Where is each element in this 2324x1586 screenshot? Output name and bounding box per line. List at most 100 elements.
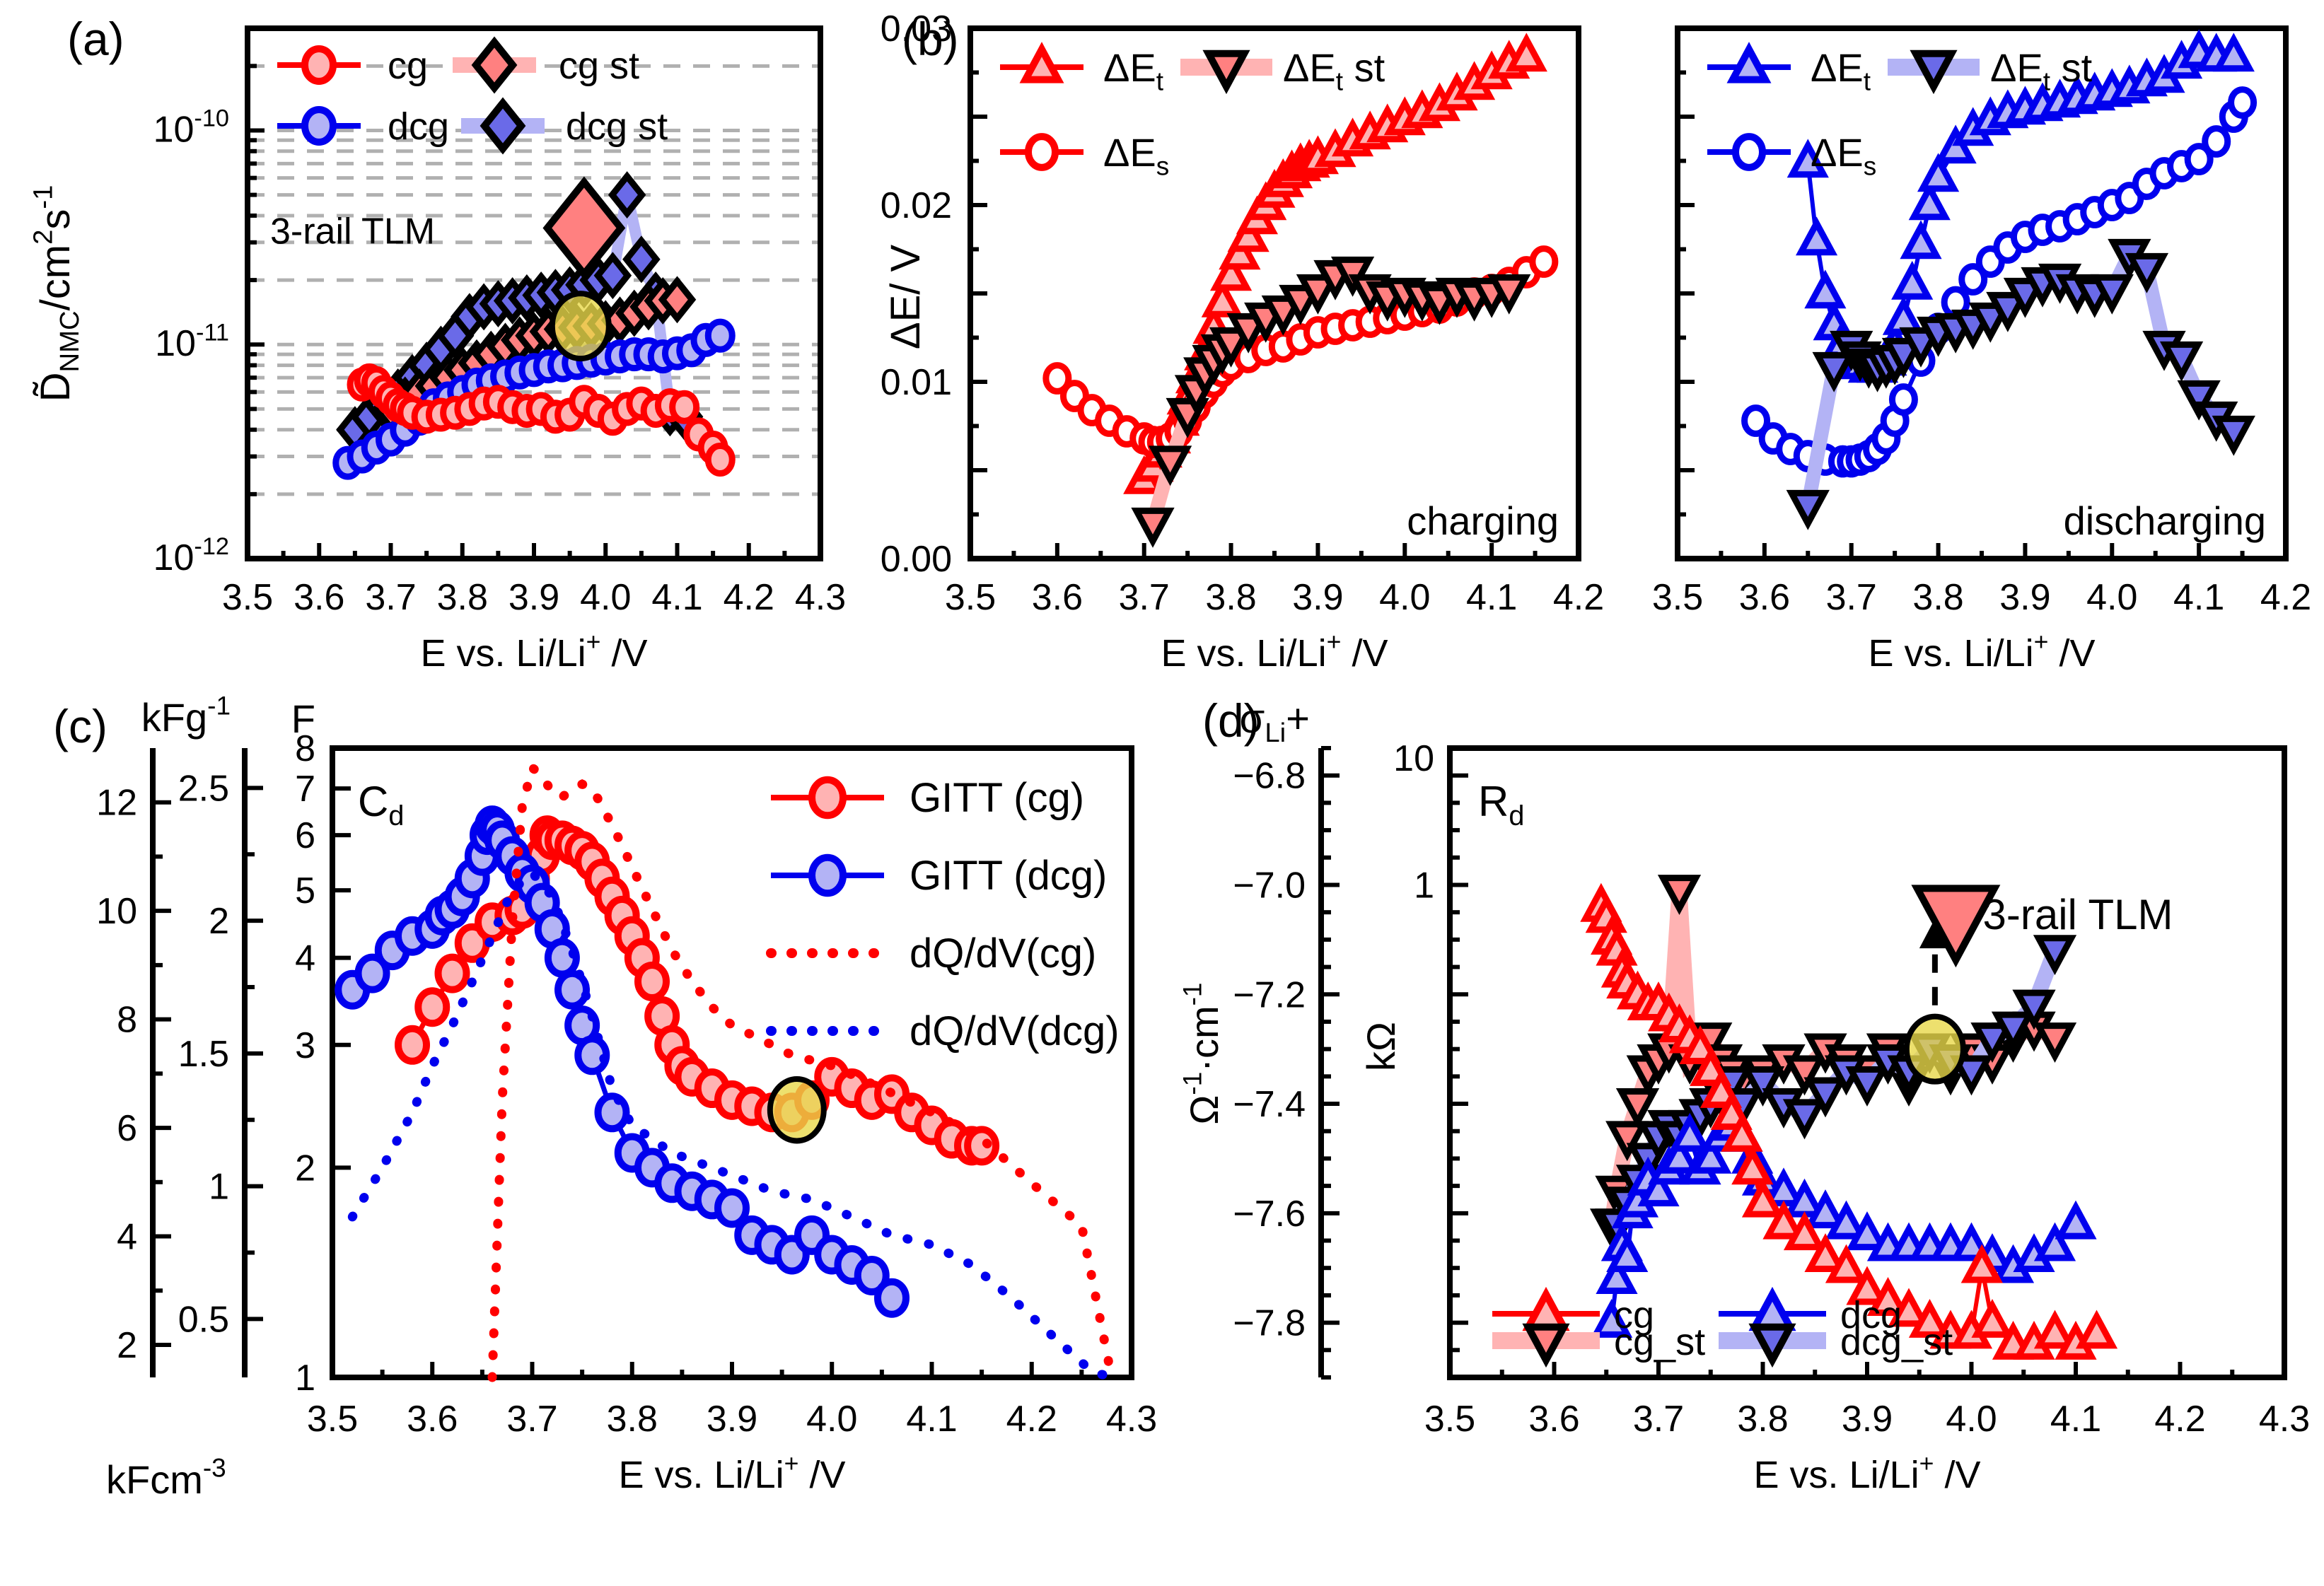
data-point <box>1934 124 1977 164</box>
panel-c-legend-0: GITT (cg) <box>910 775 1084 821</box>
data-point <box>1846 1266 1888 1305</box>
data-point <box>1591 1298 1633 1338</box>
data-point <box>301 45 337 85</box>
panel-c-xtick-label: 4.1 <box>906 1399 957 1440</box>
panel-c-axis2-title: kFg-1 <box>141 691 231 740</box>
panel-d-legend-cg: cg <box>1614 1294 1654 1336</box>
data-point <box>1741 1066 1785 1107</box>
panel-b-legend: ΔEt ΔEt st ΔEs <box>1707 42 2093 180</box>
data-point <box>1762 1200 1805 1240</box>
data-point <box>1296 274 1340 315</box>
data-point <box>808 853 847 897</box>
panel-c-legend: GITT (cg) GITT (dcg) dQ/dV(cg) dQ/dV(dcg) <box>766 775 1120 1054</box>
panel-c-xtick-label: 3.7 <box>506 1399 557 1440</box>
panel-c-axis1-tick-label: 4 <box>117 1217 137 1258</box>
panel-c-axis3-tick-label: 4 <box>295 938 315 979</box>
panel-d-xtick-label: 4.0 <box>1946 1399 1997 1440</box>
data-point <box>1219 231 1261 270</box>
panel-b-tag: (b) <box>902 13 959 65</box>
data-point <box>1726 42 1772 83</box>
data-point <box>1866 1277 1910 1316</box>
data-point <box>542 176 626 280</box>
panel-d-inside-label: Rd <box>1478 778 1524 832</box>
panel-b-xtick-label: 4.2 <box>2260 577 2311 618</box>
panel-c-xtick-label: 4.2 <box>1006 1399 1057 1440</box>
panel-a: 10-10 10-11 10-123.5 3.6 3.7 3.8 3.9 4.0 4.1 4.2 4… <box>28 13 847 675</box>
data-point <box>2212 33 2255 72</box>
data-point <box>1658 1134 1701 1174</box>
panel-a-xtick-label: 3.8 <box>437 577 488 618</box>
panel-d-left-tick-label: −7.4 <box>1233 1084 1306 1125</box>
data-point <box>1202 49 1250 95</box>
panel-c-legend-1: GITT (dcg) <box>910 853 1107 899</box>
panel-b-xtick-label: 3.7 <box>1826 577 1877 618</box>
data-point <box>1606 1233 1649 1273</box>
data-point <box>1891 260 1934 300</box>
data-point <box>549 291 612 362</box>
panel-b-xaxis-title: E vs. Li/Li+ /V <box>1161 627 1388 675</box>
panel-c-axis2-tick-label: 2 <box>209 901 229 942</box>
panel-d-xtick-label: 3.6 <box>1528 1399 1579 1440</box>
panel-a-xtick-label: 4.3 <box>795 577 846 618</box>
panel-a-legend-cg: cg <box>388 45 428 87</box>
data-point <box>1019 42 1064 83</box>
panel-d-tag: (d) <box>1202 694 1260 747</box>
data-point <box>1529 245 1559 278</box>
panel-b-legend-det-st: ΔEt st <box>1283 45 1385 95</box>
panel-b-xtick-label: 3.7 <box>1119 577 1170 618</box>
data-point <box>1786 139 1829 178</box>
data-point <box>608 171 646 219</box>
panel-c-axis3-tick-label: 8 <box>295 728 315 769</box>
panel-d-left-tick-label: −6.8 <box>1233 756 1306 797</box>
data-point <box>1804 1233 1847 1273</box>
panel-a-legend-dcg: dcg <box>388 105 449 148</box>
data-point <box>554 969 590 1010</box>
data-point <box>2090 274 2134 315</box>
panel-c-axis3: 87 6 5 4 3 2 1 <box>295 728 351 1399</box>
panel-c-inside-label: Cd <box>358 778 404 832</box>
panel-c-axis1-tick-label: 6 <box>117 1108 137 1149</box>
panel-a-legend-cg-st: cg st <box>559 45 639 87</box>
data-point <box>1605 1121 1649 1162</box>
data-point <box>1845 1066 1889 1107</box>
panel-b-ytick-label: 0.00 <box>881 539 952 580</box>
data-point <box>1803 1077 1847 1118</box>
panel-d-left-tick-label: −7.0 <box>1233 865 1306 906</box>
panel-b-xtick-label: 4.1 <box>2173 577 2224 618</box>
data-point <box>1668 1112 1711 1152</box>
data-point <box>2075 1310 2118 1349</box>
panel-a-annotation: 3-rail TLM <box>270 211 435 252</box>
data-point <box>1783 1211 1826 1251</box>
panel-c-axis1-tick-label: 2 <box>117 1325 137 1366</box>
data-point <box>622 235 661 284</box>
panel-c-xtick-label: 3.5 <box>307 1399 358 1440</box>
panel-c-axis1: 12 10 8 6 4 2 <box>96 748 171 1377</box>
panel-b-ytick-label: 0.01 <box>881 362 952 403</box>
data-point <box>1970 1022 2014 1063</box>
panel-c-axis3-tick-label: 5 <box>295 870 315 911</box>
data-point <box>2177 380 2221 421</box>
data-point <box>1731 1145 1774 1185</box>
data-point <box>1804 269 1847 309</box>
data-point <box>1209 327 1253 368</box>
panel-c-axis2-tick-label: 0.5 <box>178 1299 229 1340</box>
panel-b-mode-annotation: charging <box>1407 498 1559 543</box>
data-point <box>1960 1244 2003 1283</box>
data-point <box>1637 1167 1680 1207</box>
panel-c-axis3-tick-label: 1 <box>295 1358 315 1399</box>
panel-b-xtick-label: 4.0 <box>2086 577 2137 618</box>
data-point <box>1615 1088 1660 1129</box>
panel-c-axis2: 2.5 2 1.5 1 0.5 <box>178 748 263 1377</box>
data-point <box>2055 1200 2097 1240</box>
panel-a-legend-dcg-st: dcg st <box>566 105 668 148</box>
panel-b-discharging: 3.5 3.6 3.7 3.8 3.9 4.0 4.1 4.2 E vs. Li/Li+ /V d… <box>1652 25 2311 675</box>
data-point <box>1903 1013 1966 1085</box>
data-point <box>1812 351 1856 392</box>
panel-b-xtick-label: 3.6 <box>1739 577 1790 618</box>
data-point <box>658 276 697 324</box>
panel-c-xaxis-title: E vs. Li/Li+ /V <box>619 1449 846 1496</box>
panel-a-yaxis-title: D̃NMC/cm2s-1 <box>28 185 85 402</box>
panel-b-series <box>1741 29 2258 530</box>
panel-d-right-tick-10: 10 <box>1393 738 1434 779</box>
